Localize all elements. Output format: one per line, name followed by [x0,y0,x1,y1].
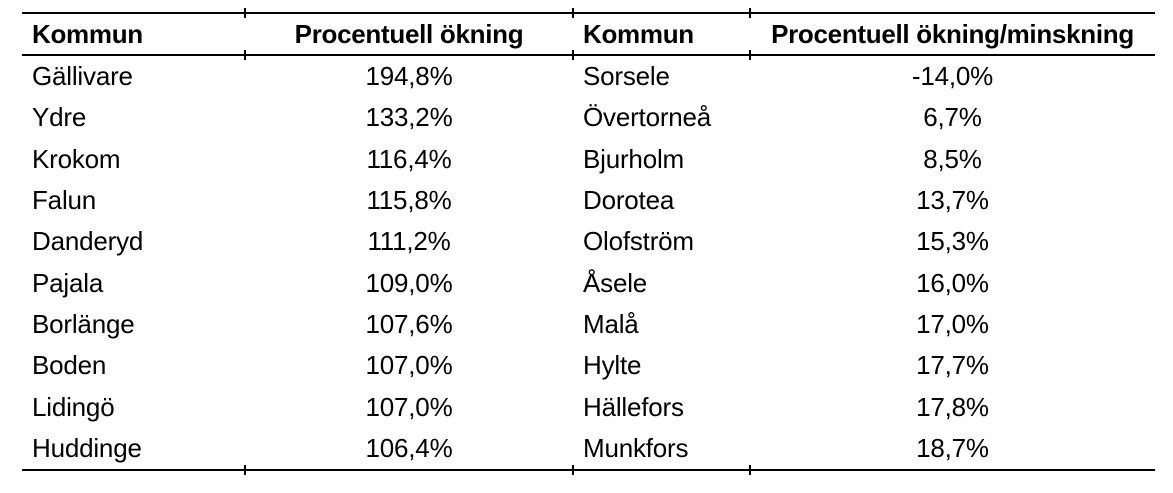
table-header-row: Kommun Procentuell ökning Kommun Procent… [22,14,1155,54]
table-rule-header [22,54,1155,56]
column-divider-tick [749,50,751,60]
kommun-cell: Hällefors [583,391,684,422]
column-divider-tick [244,50,246,60]
value-cell: 106,4% [365,432,453,463]
kommun-cell: Åsele [583,267,648,298]
value-cell: 17,0% [916,308,989,339]
kommun-cell: Falun [32,185,97,216]
table-row: Boden 107,0% Hylte 17,7% [22,345,1155,386]
kommun-cell: Krokom [32,143,121,174]
table-rule-top [22,12,1155,14]
table-row: Pajala 109,0% Åsele 16,0% [22,262,1155,303]
kommun-cell: Gällivare [32,61,133,92]
column-divider-tick [749,8,751,18]
kommun-cell: Borlänge [32,308,135,339]
value-cell: 6,7% [923,102,982,133]
column-divider-tick [749,465,751,475]
table-row: Lidingö 107,0% Hällefors 17,8% [22,386,1155,427]
value-cell: 133,2% [365,102,453,133]
column-divider-tick [244,465,246,475]
table-row: Huddinge 106,4% Munkfors 18,7% [22,428,1155,469]
value-cell: 194,8% [365,61,453,92]
kommun-cell: Bjurholm [583,143,684,174]
value-cell: -14,0% [911,61,994,92]
table-row: Ydre 133,2% Övertorneå 6,7% [22,97,1155,138]
municipality-table: Kommun Procentuell ökning Kommun Procent… [22,8,1155,475]
kommun-cell: Olofström [583,226,694,257]
value-cell: 107,0% [365,350,453,381]
value-cell: 13,7% [916,185,989,216]
header-kommun-left: Kommun [32,18,143,49]
table-rule-bottom [22,469,1155,471]
kommun-cell: Dorotea [583,185,675,216]
value-cell: 8,5% [923,143,982,174]
kommun-cell: Malå [583,308,639,339]
header-value-left: Procentuell ökning [294,18,524,49]
kommun-cell: Pajala [32,267,104,298]
value-cell: 18,7% [916,432,989,463]
table-row: Krokom 116,4% Bjurholm 8,5% [22,139,1155,180]
column-divider-tick [572,8,574,18]
header-kommun-right: Kommun [583,18,694,49]
value-cell: 109,0% [365,267,453,298]
value-cell: 116,4% [366,143,452,174]
table-body: Gällivare 194,8% Sorsele -14,0% Ydre 133… [22,56,1155,469]
kommun-cell: Övertorneå [583,102,712,133]
kommun-cell: Huddinge [32,432,142,463]
table-row: Borlänge 107,6% Malå 17,0% [22,304,1155,345]
value-cell: 16,0% [916,267,989,298]
table-row: Danderyd 111,2% Olofström 15,3% [22,221,1155,262]
kommun-cell: Danderyd [32,226,144,257]
column-divider-tick [572,50,574,60]
kommun-cell: Boden [32,350,107,381]
table-row: Gällivare 194,8% Sorsele -14,0% [22,56,1155,97]
value-cell: 15,3% [916,226,989,257]
value-cell: 115,8% [366,185,452,216]
kommun-cell: Ydre [32,102,87,133]
column-divider-tick [572,465,574,475]
header-value-right: Procentuell ökning/minskning [771,18,1134,49]
value-cell: 111,2% [367,226,451,257]
value-cell: 107,0% [365,391,453,422]
kommun-cell: Lidingö [32,391,115,422]
value-cell: 107,6% [365,308,453,339]
table-row: Falun 115,8% Dorotea 13,7% [22,180,1155,221]
value-cell: 17,7% [916,350,989,381]
column-divider-tick [244,8,246,18]
kommun-cell: Hylte [583,350,642,381]
kommun-cell: Sorsele [583,61,670,92]
kommun-cell: Munkfors [583,432,689,463]
value-cell: 17,8% [916,391,989,422]
